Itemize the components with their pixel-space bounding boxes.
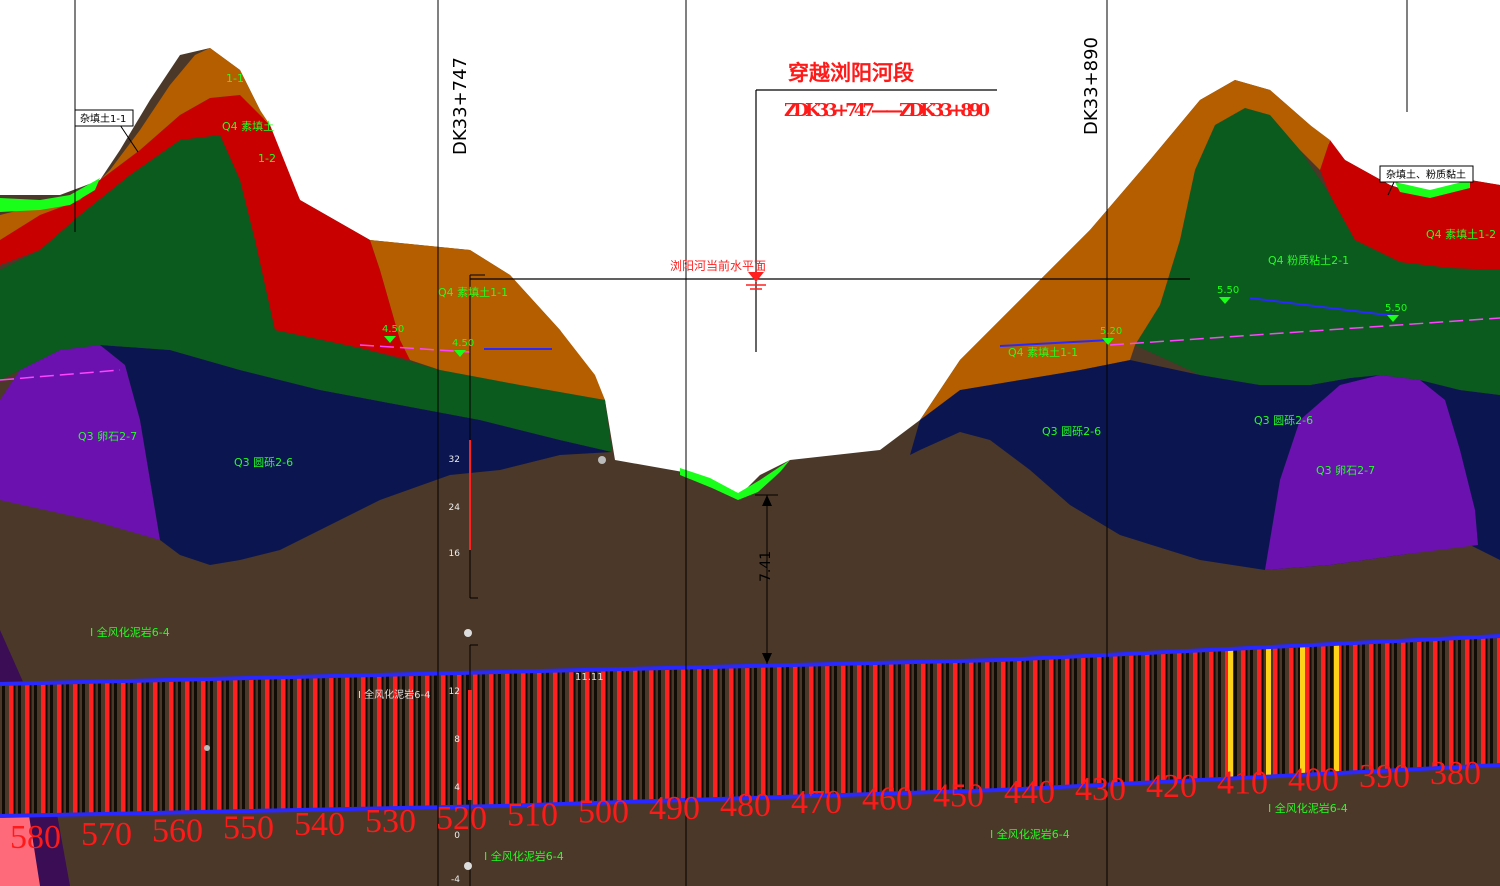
wl-value: 5.50 xyxy=(1217,285,1239,296)
svg-text:Q3 卵石2-7: Q3 卵石2-7 xyxy=(1316,464,1375,477)
groundwater-line-mid xyxy=(359,344,471,353)
sky-area xyxy=(0,0,1500,495)
scale-tick: 0 xyxy=(454,831,460,841)
scale-tick: 8 xyxy=(454,735,460,745)
boulder-layer-right xyxy=(1265,375,1478,570)
chainage-mark: 480 xyxy=(720,787,771,824)
boulder-layer-left xyxy=(0,345,160,540)
tunnel-gold-segment xyxy=(1334,636,1339,810)
callout-left: 杂填土1-1 xyxy=(74,109,139,153)
svg-text:1-2: 1-2 xyxy=(258,152,276,165)
svg-text:杂填土、粉质黏土: 杂填土、粉质黏土 xyxy=(1386,168,1466,181)
svg-text:Q3 卵石2-7: Q3 卵石2-7 xyxy=(78,430,137,443)
svg-text:Q4 素填土1-2: Q4 素填土1-2 xyxy=(1426,227,1496,241)
scale-tick: -4 xyxy=(451,875,460,885)
chainage-mark: 570 xyxy=(81,816,132,853)
section-range: ZDK33+747——ZDK33+890 xyxy=(784,100,990,121)
chainage-mark: 450 xyxy=(933,777,984,814)
chainage-mark: 380 xyxy=(1430,755,1481,792)
chainage-mark: 490 xyxy=(649,790,700,827)
svg-text:Q3 圆砾2-6: Q3 圆砾2-6 xyxy=(234,456,293,469)
groundwater-line-right xyxy=(1109,317,1500,346)
station-label-left: DK33+747 xyxy=(450,57,471,155)
fill-soil-layer-right xyxy=(920,80,1330,420)
svg-text:Q4 素填土1-1: Q4 素填土1-1 xyxy=(1008,345,1078,359)
groundwater-blue-right2 xyxy=(1249,297,1396,317)
svg-text:Q4 素填土1-1: Q4 素填土1-1 xyxy=(438,285,508,299)
chainage-mark: 550 xyxy=(223,809,274,846)
surface-line-left xyxy=(0,178,100,212)
wl-value: 5.20 xyxy=(1100,326,1122,337)
chainage-mark: 410 xyxy=(1217,765,1268,802)
fill-soil-layer-left xyxy=(0,48,270,240)
scale-tick: 16 xyxy=(449,549,461,559)
chainage-mark: 540 xyxy=(294,806,345,843)
callout-right: 杂填土、粉质黏土 xyxy=(1379,165,1474,196)
groundwater-blue-right1 xyxy=(999,339,1111,347)
chainage-axis: 580 570 560 550 540 530 520 510 500 490 480 470 460 4… xyxy=(10,755,1481,856)
chainage-mark: 420 xyxy=(1146,768,1197,805)
chainage-mark: 460 xyxy=(862,781,913,818)
chainage-mark: 520 xyxy=(436,800,487,837)
borehole-marker xyxy=(204,745,210,751)
svg-text:Ⅰ 全风化泥岩6-4: Ⅰ 全风化泥岩6-4 xyxy=(484,849,564,863)
tunnel-gold-segment xyxy=(1228,636,1233,810)
water-level-markers: 4.50 4.50 5.20 5.50 5.50 xyxy=(382,285,1407,357)
chainage-mark: 500 xyxy=(578,793,629,830)
chainage-mark: 390 xyxy=(1359,758,1410,795)
scale-tick: 24 xyxy=(449,503,461,513)
depth-ruler: 32 24 16 12 8 4 0 -4 xyxy=(449,274,485,886)
svg-text:1-1: 1-1 xyxy=(226,72,244,85)
scale-tick: 32 xyxy=(449,455,460,465)
svg-text:Q3 圆砾2-6: Q3 圆砾2-6 xyxy=(1042,425,1101,438)
scale-tick: 12 xyxy=(449,687,460,697)
svg-text:Q3 圆砾2-6: Q3 圆砾2-6 xyxy=(1254,414,1313,427)
gravel-layer-left xyxy=(100,345,612,565)
tunnel-invert-line xyxy=(0,763,1500,818)
tunnel-gold-segment xyxy=(1266,636,1271,810)
water-level-label: 浏阳河当前水平面 xyxy=(670,258,766,273)
layer-labels: 1-1 Q4 素填土 1-2 Q4 素填土1-1 Q3 卵石2-7 Q3 圆砾2… xyxy=(78,72,1496,863)
chainage-mark: 470 xyxy=(791,784,842,821)
chainage-mark: 440 xyxy=(1004,774,1055,811)
clay-layer-right xyxy=(1320,140,1500,270)
wl-value: 5.50 xyxy=(1385,303,1407,314)
chainage-mark: 530 xyxy=(365,803,416,840)
borehole-marker xyxy=(598,456,606,464)
depth-dimension: 7.41 xyxy=(755,494,778,664)
wl-value: 4.50 xyxy=(452,338,474,349)
svg-text:Ⅰ 全风化泥岩6-4: Ⅰ 全风化泥岩6-4 xyxy=(990,827,1070,841)
wl-value: 4.50 xyxy=(382,324,404,335)
scale-tick: 4 xyxy=(454,783,460,793)
chainage-mark: 510 xyxy=(507,797,558,834)
silty-sand-layer-left xyxy=(0,135,612,452)
chainage-mark: 400 xyxy=(1288,761,1339,798)
tunnel-crown-line xyxy=(0,634,1500,686)
groundwater-line-left xyxy=(0,369,121,381)
water-level-marker xyxy=(746,272,766,290)
svg-text:Ⅰ 全风化泥岩6-4: Ⅰ 全风化泥岩6-4 xyxy=(90,625,170,639)
svg-text:杂填土1-1: 杂填土1-1 xyxy=(80,112,126,125)
silty-sand-layer-right xyxy=(1135,108,1500,395)
clay-layer-left xyxy=(0,95,410,360)
svg-text:Ⅰ 全风化泥岩6-4: Ⅰ 全风化泥岩6-4 xyxy=(358,688,430,701)
tunnel-crown-label: 11.11 xyxy=(575,672,604,683)
svg-text:Ⅰ 全风化泥岩6-4: Ⅰ 全风化泥岩6-4 xyxy=(1268,801,1348,815)
station-label-right: DK33+890 xyxy=(1081,37,1102,135)
depth-dimension-value: 7.41 xyxy=(758,551,774,582)
section-title: 穿越浏阳河段 xyxy=(788,60,914,85)
fill-soil-layer-mid xyxy=(370,240,605,400)
chainage-mark: 580 xyxy=(10,819,61,856)
surface-line-right xyxy=(1395,180,1470,198)
svg-text:Q4 粉质粘土2-1: Q4 粉质粘土2-1 xyxy=(1268,253,1349,267)
surface-line-riverbed xyxy=(680,460,790,500)
chainage-mark: 560 xyxy=(152,813,203,850)
tunnel-gold-segment xyxy=(1300,636,1305,810)
chainage-mark: 430 xyxy=(1075,771,1126,808)
svg-text:Q4 素填土: Q4 素填土 xyxy=(222,119,274,133)
